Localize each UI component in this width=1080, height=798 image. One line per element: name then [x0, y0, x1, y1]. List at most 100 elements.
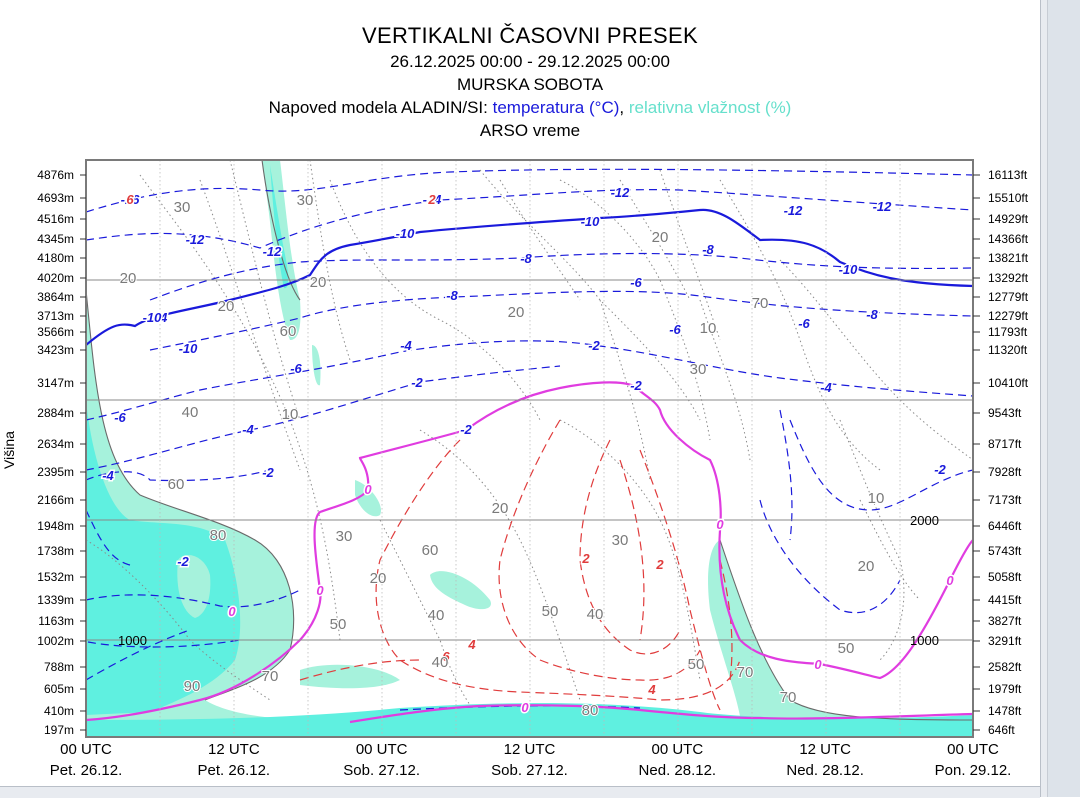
- humidity-label: 70: [262, 668, 279, 685]
- humidity-label: 30: [690, 361, 707, 378]
- x-tick-day: Sob. 27.12.: [491, 762, 568, 779]
- y-left-tick-label: 4180m: [37, 251, 74, 265]
- x-tick-time: 00 UTC: [651, 741, 703, 758]
- chart-period: 26.12.2025 00:00 - 29.12.2025 00:00: [390, 52, 670, 71]
- y-left-tick-label: 4516m: [37, 212, 74, 226]
- y-right-tick-label: 646ft: [988, 723, 1015, 737]
- y-right-tick-label: 8717ft: [988, 437, 1022, 451]
- y-axis-right: 16113ft 15510ft 14929ft 14366ft 13821ft 13292…: [973, 168, 1029, 737]
- humidity-label: 60: [422, 542, 439, 559]
- temperature-label: -4: [102, 468, 114, 483]
- temperature-label: -12: [263, 244, 283, 259]
- x-tick-day: Pet. 26.12.: [198, 762, 271, 779]
- isotherm-minus-10: [86, 208, 973, 346]
- window-frame-bottom: [0, 786, 1040, 798]
- humidity-label: 20: [508, 304, 525, 321]
- y-right-tick-label: 14366ft: [988, 232, 1029, 246]
- humidity-label: 20: [858, 558, 875, 575]
- humidity-label: 70: [780, 689, 797, 706]
- humidity-label: 80: [582, 702, 599, 719]
- y-left-tick-label: 1948m: [37, 519, 74, 533]
- legend-humidity: relativna vlažnost (%): [628, 98, 792, 117]
- y-right-tick-label: 1478ft: [988, 704, 1022, 718]
- humidity-label: 50: [330, 616, 347, 633]
- y-left-tick-label: 788m: [44, 660, 74, 674]
- temperature-label: 0: [814, 657, 822, 672]
- humidity-label: 10: [282, 406, 299, 423]
- humidity-label: 40: [182, 404, 199, 421]
- temperature-label: -4: [242, 422, 254, 437]
- temperature-label: -10: [179, 341, 199, 356]
- humidity-label: 40: [428, 607, 445, 624]
- x-tick-time: 00 UTC: [356, 741, 408, 758]
- temperature-label: 2: [427, 192, 436, 207]
- y-left-tick-label: 2166m: [37, 493, 74, 507]
- temperature-label: -10: [839, 262, 859, 277]
- window-frame-right: [1040, 0, 1080, 797]
- y-left-tick-label: 4020m: [37, 271, 74, 285]
- y-left-tick-label: 4345m: [37, 232, 74, 246]
- humidity-label: 60: [168, 476, 185, 493]
- isotherm-zero: [86, 381, 973, 722]
- y-axis-left: 4876m 4693m 4516m 4345m 4180m 4020m 3864m 3713m…: [37, 168, 86, 737]
- title-block: VERTIKALNI ČASOVNI PRESEK 26.12.2025 00:…: [0, 22, 1060, 142]
- y-right-tick-label: 14929ft: [988, 212, 1029, 226]
- temperature-label: -8: [702, 242, 714, 257]
- y-right-tick-label: 5058ft: [988, 570, 1022, 584]
- temperature-label: 6: [442, 649, 450, 664]
- y-right-tick-label: 3291ft: [988, 634, 1022, 648]
- humidity-label: 20: [492, 500, 509, 517]
- humidity-label: 50: [542, 603, 559, 620]
- temperature-label: 0: [316, 583, 324, 598]
- grid-vertical: [159, 160, 901, 737]
- temperature-label: -16: [121, 192, 141, 207]
- y-left-tick-label: 2395m: [37, 465, 74, 479]
- temperature-label: -2: [460, 422, 472, 437]
- isotherm-zero-low: [349, 704, 973, 724]
- temperature-label: -12: [784, 203, 804, 218]
- y-left-tick-label: 2634m: [37, 437, 74, 451]
- temperature-label: -8: [520, 251, 532, 266]
- humidity-label: 80: [210, 527, 227, 544]
- humidity-label: 60: [280, 323, 297, 340]
- y-right-tick-label: 7928ft: [988, 465, 1022, 479]
- humidity-label: 30: [297, 192, 314, 209]
- y-right-tick-label: 6446ft: [988, 519, 1022, 533]
- y-right-tick-label: 3827ft: [988, 614, 1022, 628]
- temperature-label: -2: [262, 465, 274, 480]
- humidity-label: 50: [688, 656, 705, 673]
- y-left-tick-label: 2884m: [37, 406, 74, 420]
- temperature-contours-negative: [86, 168, 973, 711]
- y-left-tick-label: 410m: [44, 704, 74, 718]
- x-tick-day: Sob. 27.12.: [343, 762, 420, 779]
- temperature-label: -10: [581, 214, 601, 229]
- temperature-label: -2: [177, 554, 189, 569]
- humidity-label: 10: [868, 490, 885, 507]
- temperature-label: -6: [669, 322, 681, 337]
- temperature-label: -4: [820, 380, 832, 395]
- humidity-label: 20: [218, 298, 235, 315]
- y-right-tick-label: 13292ft: [988, 271, 1029, 285]
- temperature-label: -12: [873, 199, 893, 214]
- y-left-tick-label: 4693m: [37, 191, 74, 205]
- humidity-label: 40: [432, 654, 449, 671]
- y-right-tick-label: 10410ft: [988, 376, 1029, 390]
- x-tick-time: 12 UTC: [799, 741, 851, 758]
- y-left-tick-label: 3713m: [37, 309, 74, 323]
- humidity-label: 30: [174, 199, 191, 216]
- temperature-label: -8: [866, 307, 878, 322]
- y-right-tick-label: 1979ft: [988, 682, 1022, 696]
- y-right-tick-label: 15510ft: [988, 191, 1029, 205]
- temperature-label: -14: [423, 192, 443, 207]
- temperature-label: -14: [149, 310, 169, 325]
- y-right-tick-label: 12779ft: [988, 290, 1029, 304]
- temperature-label: -12: [611, 185, 631, 200]
- y-left-tick-label: 1002m: [37, 634, 74, 648]
- y-right-tick-label: 4415ft: [988, 593, 1022, 607]
- y-left-tick-label: 1339m: [37, 593, 74, 607]
- x-tick-time: 12 UTC: [504, 741, 556, 758]
- temperature-label: -2: [934, 462, 946, 477]
- temperature-label: 0: [521, 700, 529, 715]
- temperature-label: 4: [647, 682, 656, 697]
- y-left-tick-label: 197m: [44, 723, 74, 737]
